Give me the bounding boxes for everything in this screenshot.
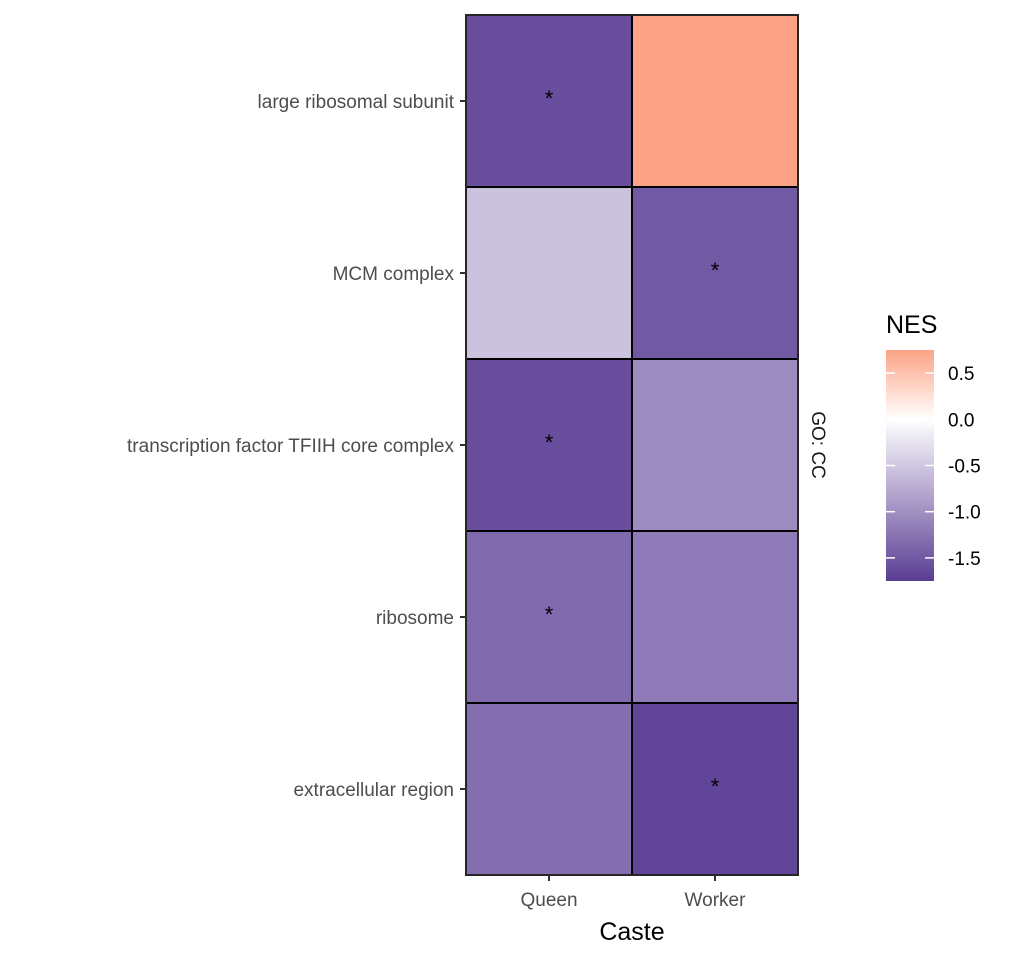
- y-tick-label: MCM complex: [333, 264, 455, 285]
- heatmap-cell: [631, 186, 799, 360]
- y-tick-label: transcription factor TFIIH core complex: [127, 436, 454, 457]
- significance-mark: *: [545, 602, 554, 627]
- significance-mark: *: [711, 774, 720, 799]
- y-tick-label: ribosome: [376, 608, 454, 629]
- heatmap-cell: [631, 14, 799, 188]
- legend: NES 0.5 0.0 -0.5 -1.0 -1.5: [886, 311, 981, 581]
- heatmap-cells: * * * * *: [465, 14, 799, 876]
- heatmap-cell: [465, 186, 633, 360]
- heatmap-cell: [465, 14, 633, 188]
- significance-mark: *: [545, 430, 554, 455]
- heatmap-cell: [631, 702, 799, 876]
- heatmap-cell: [465, 702, 633, 876]
- heatmap-cell: [631, 358, 799, 532]
- legend-tick-label: -1.5: [948, 549, 981, 570]
- legend-tick-label: -1.0: [948, 503, 981, 524]
- y-tick-label: large ribosomal subunit: [258, 92, 455, 113]
- y-tick-label: extracellular region: [293, 780, 454, 801]
- y-axis: large ribosomal subunit MCM complex transc…: [127, 92, 466, 801]
- significance-mark: *: [545, 86, 554, 111]
- facet-strip-label: GO: CC: [807, 411, 828, 479]
- significance-mark: *: [711, 258, 720, 283]
- legend-title: NES: [886, 311, 937, 339]
- legend-tick-label: 0.5: [948, 364, 974, 385]
- legend-tick-label: -0.5: [948, 457, 981, 478]
- legend-tick-label: 0.0: [948, 410, 974, 431]
- x-axis: Queen Worker: [520, 875, 746, 911]
- heatmap-cell: [631, 530, 799, 704]
- heatmap-cell: [465, 530, 633, 704]
- x-axis-title: Caste: [599, 918, 664, 946]
- heatmap-cell: [465, 358, 633, 532]
- legend-ticks: 0.5 0.0 -0.5 -1.0 -1.5: [886, 364, 981, 570]
- x-tick-label: Queen: [520, 890, 577, 911]
- x-tick-label: Worker: [685, 890, 747, 911]
